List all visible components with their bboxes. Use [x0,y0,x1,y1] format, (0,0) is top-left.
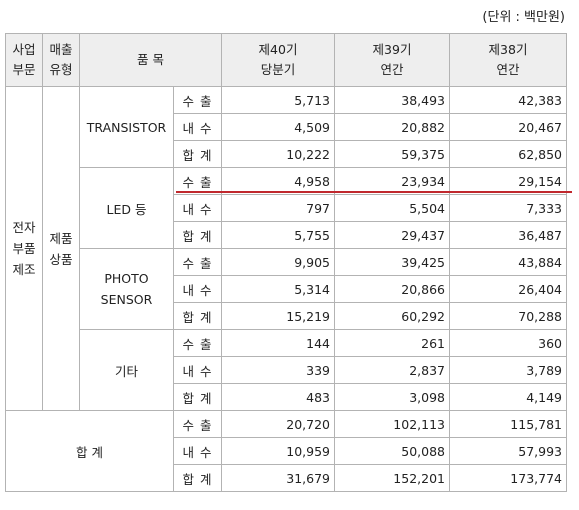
value-p38: 62,850 [449,140,567,168]
header-segment: 사업 부문 [5,33,43,87]
value-p38: 20,467 [449,113,567,141]
value-p38: 26,404 [449,275,567,303]
table-row: PHOTO SENSOR 수 출 9,905 39,425 43,884 [6,248,567,330]
table-row: 내 수 4,509 20,882 20,467 [6,113,567,141]
value-p40: 4,958 [221,167,335,195]
table-row: 내 수 5,314 20,866 26,404 [6,275,567,303]
value-p39: 102,113 [334,410,450,438]
table-row: 전자 부품 제조 제품 상품 TRANSISTOR 수 출 5,713 38,493 … [5,86,567,411]
header-period-38: 제38기 연간 [449,33,567,87]
table-row: 내 수 339 2,837 3,789 [6,356,567,384]
segment-cell: 전자 부품 제조 [5,86,43,411]
table-row: 합 계 수 출 20,720 102,113 115,781 [5,410,567,492]
value-p39: 39,425 [334,248,450,276]
value-p40: 797 [221,194,335,222]
value-p39: 23,934 [334,167,450,195]
value-p39: 20,882 [334,113,450,141]
table-row: 합 계 31,679 152,201 173,774 [6,464,567,492]
table-row: LED 등 수 출 4,958 23,934 29,154 [6,167,567,249]
kind-cell: 내 수 [173,275,222,303]
value-p39: 2,837 [334,356,450,384]
value-p40: 4,509 [221,113,335,141]
value-p38: 29,154 [449,167,567,195]
item-other: 기타 [79,329,174,411]
unit-note: (단위 : 백만원) [482,10,565,25]
value-p39: 60,292 [334,302,450,330]
kind-cell: 수 출 [173,86,222,114]
value-p38: 360 [449,329,567,357]
kind-cell: 수 출 [173,167,222,195]
kind-cell: 내 수 [173,437,222,465]
kind-cell: 합 계 [173,302,222,330]
value-p39: 261 [334,329,450,357]
value-p38: 43,884 [449,248,567,276]
kind-cell: 합 계 [173,383,222,411]
value-p40: 15,219 [221,302,335,330]
kind-cell: 내 수 [173,194,222,222]
table-row: 내 수 797 5,504 7,333 [6,194,567,222]
value-p40: 483 [221,383,335,411]
sales-table: 사업 부문 매출 유형 품 목 제40기 당분기 제39기 연간 제38기 연간 전자 부품… [5,33,567,492]
value-p40: 20,720 [221,410,335,438]
value-p40: 144 [221,329,335,357]
value-p39: 152,201 [334,464,450,492]
header-item: 품 목 [79,33,222,87]
item-led: LED 등 [79,167,174,249]
value-p38: 70,288 [449,302,567,330]
header-period-39: 제39기 연간 [334,33,450,87]
value-p38: 42,383 [449,86,567,114]
value-p40: 10,959 [221,437,335,465]
total-label: 합 계 [5,410,174,492]
kind-cell: 합 계 [173,464,222,492]
item-transistor: TRANSISTOR [79,86,174,168]
table-row: 합 계 15,219 60,292 70,288 [6,302,567,330]
value-p39: 59,375 [334,140,450,168]
item-photo-sensor: PHOTO SENSOR [79,248,174,330]
value-p39: 5,504 [334,194,450,222]
value-p40: 5,314 [221,275,335,303]
kind-cell: 합 계 [173,221,222,249]
kind-cell: 합 계 [173,140,222,168]
value-p40: 339 [221,356,335,384]
value-p38: 36,487 [449,221,567,249]
value-p38: 173,774 [449,464,567,492]
value-p39: 3,098 [334,383,450,411]
header-period-40: 제40기 당분기 [221,33,335,87]
kind-cell: 내 수 [173,113,222,141]
kind-cell: 내 수 [173,356,222,384]
table-row: 합 계 5,755 29,437 36,487 [6,221,567,249]
value-p38: 57,993 [449,437,567,465]
value-p39: 38,493 [334,86,450,114]
value-p38: 115,781 [449,410,567,438]
kind-cell: 수 출 [173,248,222,276]
value-p38: 4,149 [449,383,567,411]
sales-type-cell: 제품 상품 [42,86,80,411]
value-p39: 29,437 [334,221,450,249]
header-sales-type: 매출 유형 [42,33,80,87]
table-row: 합 계 10,222 59,375 62,850 [6,140,567,168]
value-p40: 10,222 [221,140,335,168]
value-p38: 7,333 [449,194,567,222]
highlight-underline [176,191,572,193]
value-p39: 20,866 [334,275,450,303]
value-p40: 5,713 [221,86,335,114]
table-row: 기타 수 출 144 261 360 [6,329,567,411]
header-row: 사업 부문 매출 유형 품 목 제40기 당분기 제39기 연간 제38기 연간 [5,33,567,87]
kind-cell: 수 출 [173,410,222,438]
table-row: 내 수 10,959 50,088 57,993 [6,437,567,465]
value-p40: 31,679 [221,464,335,492]
kind-cell: 수 출 [173,329,222,357]
value-p38: 3,789 [449,356,567,384]
value-p40: 9,905 [221,248,335,276]
value-p39: 50,088 [334,437,450,465]
value-p40: 5,755 [221,221,335,249]
